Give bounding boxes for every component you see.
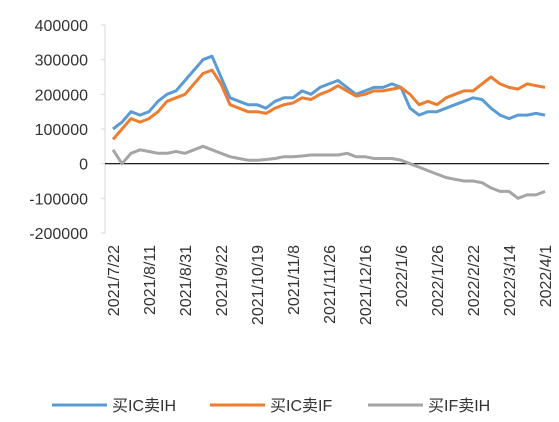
y-tick-label: 400000 [35, 18, 88, 35]
y-tick-label: 200000 [35, 87, 88, 104]
x-tick-label: 2022/1/6 [394, 245, 411, 307]
legend-label: 买IC卖IH [112, 397, 176, 415]
y-tick-label: 300000 [35, 53, 88, 70]
x-tick-label: 2022/2/22 [466, 245, 483, 316]
x-tick-label: 2021/8/11 [142, 245, 159, 315]
x-tick-label: 2021/7/22 [106, 245, 123, 316]
x-tick-label: 2021/11/26 [322, 245, 339, 324]
y-tick-label: 100000 [35, 122, 88, 139]
x-tick-label: 2022/1/26 [430, 245, 447, 316]
y-tick-label: -100000 [29, 191, 88, 208]
x-tick-label: 2021/12/16 [358, 245, 375, 325]
legend-label: 买IF卖IH [428, 397, 490, 415]
x-tick-label: 2021/8/31 [178, 245, 195, 316]
x-tick-label: 2021/10/19 [250, 245, 267, 325]
series-line [111, 68, 546, 141]
legend-label: 买IC卖IF [270, 397, 332, 415]
x-tick-label: 2021/9/22 [214, 245, 231, 316]
y-tick-label: -200000 [29, 226, 88, 243]
series-line [112, 54, 546, 131]
y-tick-label: 0 [79, 157, 88, 174]
x-tick-label: 2022/3/14 [502, 245, 519, 316]
x-tick-label: 2021/11/8 [286, 245, 303, 315]
series-line [111, 144, 546, 200]
x-tick-label: 2022/4/1 [538, 245, 555, 307]
